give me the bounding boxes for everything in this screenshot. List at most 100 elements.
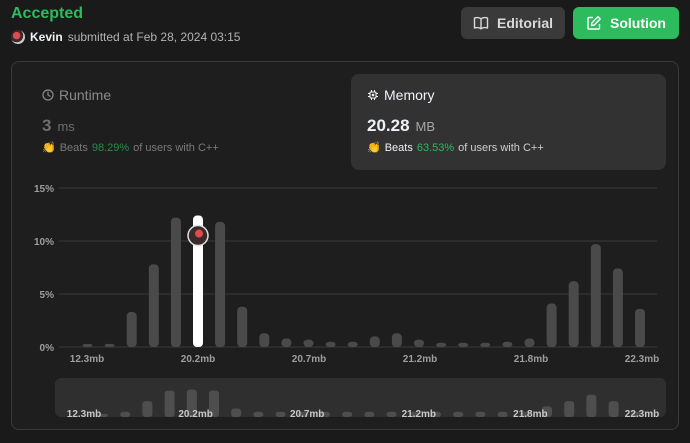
x-tick-label: 20.7mb: [292, 354, 326, 365]
x-tick-label: 20.2mb: [181, 354, 215, 365]
runtime-title-text: Runtime: [59, 87, 112, 103]
navigator-bar: [630, 411, 641, 417]
submission-status: Accepted: [11, 5, 84, 22]
navigator-tick-label: 21.8mb: [513, 409, 547, 420]
bar: [524, 338, 535, 347]
navigator-tick-label: 12.3mb: [67, 409, 101, 420]
navigator-bar: [342, 411, 353, 417]
navigator-bar: [453, 411, 464, 417]
bar: [303, 339, 314, 347]
navigator-bar: [408, 411, 419, 417]
navigator-bar: [164, 390, 175, 417]
y-tick-label: 15%: [34, 184, 54, 195]
bar: [414, 339, 424, 347]
bar: [170, 217, 181, 347]
bar: [590, 244, 601, 347]
runtime-value-line: 3 ms: [42, 116, 320, 136]
bar: [391, 333, 402, 347]
navigator-tick-label: 20.7mb: [290, 409, 324, 420]
runtime-beats-suffix: of users with C++: [133, 141, 219, 154]
submitter-name[interactable]: Kevin: [30, 30, 63, 44]
submitter-info: Kevin submitted at Feb 28, 2024 03:15: [11, 30, 240, 44]
memory-card[interactable]: Memory 20.28 MB 👏 Beats 63.53% of users …: [351, 74, 666, 170]
memory-beats-pct: 63.53%: [416, 141, 455, 154]
bar: [480, 342, 491, 347]
navigator-bar: [186, 389, 197, 417]
bar: [325, 341, 336, 347]
x-tick-label: 21.2mb: [403, 354, 437, 365]
navigator-bar: [431, 411, 441, 417]
bar: [502, 341, 513, 347]
bar: [104, 343, 115, 347]
bar: [568, 281, 579, 347]
x-tick-label: 12.3mb: [70, 354, 104, 365]
avatar[interactable]: [11, 30, 25, 44]
navigator-bar: [497, 411, 508, 417]
memory-title-text: Memory: [384, 87, 435, 103]
runtime-beats: 👏 Beats 98.29% of users with C++: [42, 141, 320, 155]
bar: [546, 303, 557, 347]
editorial-button[interactable]: Editorial: [461, 7, 565, 39]
navigator-bar: [542, 406, 552, 417]
memory-beats-suffix: of users with C++: [458, 141, 544, 154]
memory-value-line: 20.28 MB: [367, 116, 650, 136]
selected-bar: [193, 215, 203, 347]
submitted-time: submitted at Feb 28, 2024 03:15: [67, 30, 241, 44]
navigator-bar: [142, 401, 153, 417]
navigator-bar: [608, 401, 619, 417]
chip-icon: [368, 90, 378, 100]
memory-distribution-chart[interactable]: 15% 10% 5% 0% 12.3mb 20.2mb 20.7mb 21.2mb 21.8mb…: [12, 62, 678, 429]
bar: [436, 342, 447, 347]
bar: [347, 341, 358, 347]
clap-icon: 👏: [42, 142, 56, 154]
bar: [126, 312, 137, 347]
y-tick-label: 0%: [40, 343, 55, 354]
memory-beats: 👏 Beats 63.53% of users with C++: [367, 141, 650, 155]
edit-icon: [587, 16, 601, 30]
bar: [458, 342, 469, 347]
navigator-tick-label: 20.2mb: [178, 409, 212, 420]
bar: [82, 343, 93, 347]
navigator-bar: [564, 401, 575, 417]
runtime-beats-pct: 98.29%: [91, 141, 130, 154]
chart-navigator[interactable]: [55, 378, 666, 417]
bar: [369, 336, 380, 347]
solution-button[interactable]: Solution: [573, 7, 679, 39]
navigator-bar: [209, 390, 219, 417]
clap-icon: 👏: [367, 142, 381, 154]
runtime-value: 3: [42, 116, 52, 135]
user-marker-avatar-detail: [195, 229, 203, 238]
x-tick-label: 22.3mb: [625, 354, 659, 365]
navigator-bar: [120, 411, 131, 417]
navigator-bar: [475, 411, 486, 417]
runtime-title: Runtime: [42, 87, 320, 103]
bar: [215, 221, 226, 347]
runtime-card[interactable]: Runtime 3 ms 👏 Beats 98.29% of users wit…: [26, 74, 336, 170]
editorial-label: Editorial: [496, 15, 553, 31]
bar: [281, 338, 292, 347]
y-tick-label: 10%: [34, 237, 54, 248]
bar: [635, 308, 645, 347]
runtime-unit: ms: [57, 119, 75, 134]
bar: [237, 306, 248, 347]
y-tick-label: 5%: [40, 290, 55, 301]
memory-value: 20.28: [367, 116, 410, 135]
submission-stats-panel: Runtime 3 ms 👏 Beats 98.29% of users wit…: [11, 61, 679, 430]
navigator-bar: [98, 413, 108, 417]
navigator-bar: [586, 394, 597, 417]
bar: [259, 333, 270, 347]
memory-unit: MB: [415, 119, 436, 134]
solution-label: Solution: [610, 15, 666, 31]
navigator-bar: [364, 411, 375, 417]
navigator-bar: [297, 411, 308, 417]
navigator-bar: [386, 411, 397, 417]
bar: [612, 268, 623, 347]
memory-beats-word: Beats: [384, 141, 413, 154]
x-tick-label: 21.8mb: [514, 354, 548, 365]
book-open-icon: [473, 16, 489, 30]
navigator-bar: [320, 411, 330, 417]
navigator-bar: [231, 408, 242, 417]
navigator-tick-label: 21.2mb: [402, 409, 436, 420]
bar: [148, 264, 159, 347]
navigator-bar: [275, 411, 286, 417]
